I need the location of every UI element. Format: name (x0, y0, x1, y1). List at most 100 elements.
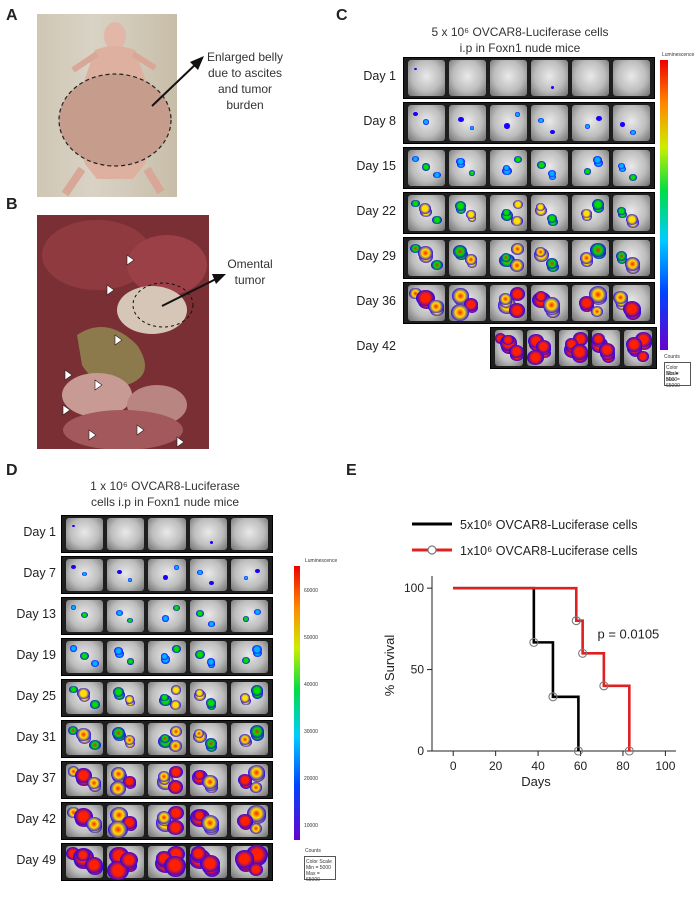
panel-d-color-scale (294, 566, 300, 840)
censor-marker (624, 746, 634, 756)
luminescence-signal (580, 252, 593, 264)
luminescence-signal (255, 568, 261, 574)
luminescence-signal (205, 698, 216, 708)
mouse-image (531, 60, 568, 96)
luminescence-signal (168, 739, 183, 752)
luminescence-signal (583, 168, 591, 175)
panel-e-letter: E (346, 462, 357, 479)
mouse-image (66, 764, 104, 796)
panel-a-note-line-1: Enlarged belly (206, 50, 284, 64)
day-label: Day 13 (16, 607, 56, 621)
mouse-image (230, 600, 268, 632)
luminescence-signal (173, 565, 179, 570)
luminescence-signal (590, 242, 606, 257)
imaging-strip (61, 761, 273, 799)
luminescence-signal (536, 339, 551, 353)
imaging-strip (403, 282, 655, 324)
luminescence-signal (551, 85, 555, 89)
mouse-image (66, 641, 104, 673)
luminescence-signal (578, 296, 595, 310)
imaging-strip (61, 515, 273, 553)
luminescence-signal (249, 724, 265, 739)
luminescence-signal (108, 820, 128, 838)
luminescence-signal (253, 608, 262, 616)
luminescence-signal (570, 344, 589, 361)
imaging-strip (403, 192, 655, 234)
mouse-image (408, 105, 445, 141)
luminescence-signal (548, 170, 557, 178)
panel-c-scale-title: Luminescence (662, 52, 695, 58)
luminescence-signal (67, 766, 80, 777)
luminescence-signal (109, 780, 127, 797)
luminescence-signal (615, 250, 628, 262)
mouse-image (230, 559, 268, 591)
luminescence-signal (204, 738, 217, 750)
luminescence-signal (432, 215, 442, 225)
mouse-image (408, 60, 445, 96)
luminescence-signal (67, 806, 80, 819)
luminescence-signal (119, 852, 138, 869)
mouse-image (531, 105, 568, 141)
luminescence-signal (116, 610, 123, 617)
luminescence-signal (450, 304, 469, 321)
pointer-arrow-a (151, 56, 204, 107)
mouse-image (230, 804, 268, 837)
mouse-image (613, 105, 650, 141)
mouse-image (572, 285, 609, 321)
luminescence-signal (234, 849, 255, 868)
luminescence-signal (210, 540, 214, 544)
luminescence-signal (411, 199, 420, 208)
luminescence-signal (502, 208, 511, 217)
x-axis-label: Days (521, 774, 551, 789)
mouse-image (189, 805, 227, 837)
mouse-image (559, 330, 589, 366)
luminescence-signal (89, 740, 101, 751)
luminescence-signal (194, 729, 205, 739)
mouse-image (107, 723, 145, 755)
panel-c-scale-line-1: Color Scale (666, 365, 679, 377)
panel-c-color-scale (660, 60, 668, 350)
luminescence-signal (599, 342, 616, 358)
luminescence-signal (588, 286, 608, 303)
panel-c-heading: 5 x 10⁶ OVCAR8-Luciferase cells i.p in F… (400, 24, 640, 56)
panel-c-scale-line-2: Min = 5000 (666, 371, 679, 383)
luminescence-signal (526, 349, 545, 366)
luminescence-signal (617, 162, 626, 170)
luminescence-signal (70, 605, 77, 611)
mouse-image (66, 518, 104, 550)
luminescence-signal (503, 123, 511, 129)
mouse-image (66, 805, 104, 837)
mouse-image (230, 844, 268, 878)
censor-marker (573, 746, 583, 756)
mouse-image (230, 641, 268, 673)
panel-c-scale-line-3: Max = 65000 (666, 377, 680, 389)
luminescence-signal (168, 805, 185, 821)
legend-label: 1x10⁶ OVCAR8-Luciferase cells (460, 544, 637, 558)
panel-b-letter: B (6, 196, 18, 213)
censor-marker (571, 616, 581, 626)
luminescence-signal (251, 645, 262, 655)
luminescence-signal (80, 611, 88, 619)
x-tick-label: 0 (450, 759, 457, 773)
mouse-image (613, 195, 650, 231)
panel-d-scale-box: Color Scale Min = 5000 Max = 65000 (304, 856, 336, 883)
mouse-image (613, 285, 650, 321)
luminescence-signal (192, 809, 206, 822)
luminescence-signal (79, 651, 89, 661)
luminescence-signal (114, 646, 124, 656)
luminescence-signal (630, 130, 636, 136)
luminescence-signal (196, 610, 204, 618)
panel-c-scale-counts: Counts (664, 354, 680, 360)
luminescence-signal (564, 338, 578, 351)
luminescence-signal (75, 848, 90, 862)
luminescence-signal (201, 814, 219, 831)
luminescence-signal (68, 726, 79, 735)
mouse-image (490, 105, 527, 141)
luminescence-signal (619, 122, 625, 127)
luminescence-signal (591, 305, 604, 317)
panel-d-scale-line-3: Max = 65000 (306, 871, 320, 883)
mouse-image (189, 518, 227, 550)
luminescence-signal (124, 695, 135, 704)
panel-d-scale-title: Luminescence (305, 558, 338, 564)
day-label: Day 25 (16, 689, 56, 703)
